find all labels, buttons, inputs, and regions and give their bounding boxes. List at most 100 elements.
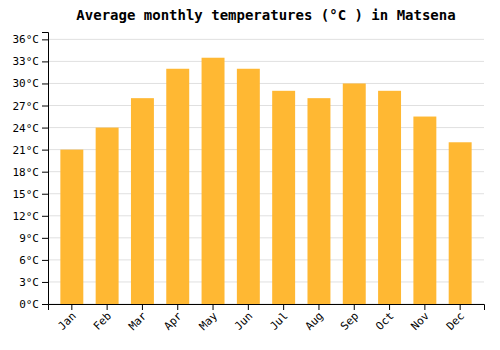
x-tick: Jul — [267, 304, 290, 333]
bar — [378, 91, 401, 304]
y-tick: 36°C — [13, 33, 49, 46]
y-tick-label: 15°C — [13, 188, 40, 201]
x-tick-mark — [283, 304, 284, 310]
x-tick: Jun — [232, 304, 255, 333]
y-tick-mark — [42, 61, 48, 62]
y-tick-label: 12°C — [13, 210, 40, 223]
plot: Jan Feb Mar Apr May Jun Jul Aug Sep Oct Nov Dec 0°C 3… — [13, 33, 485, 333]
x-tick: Nov — [409, 304, 433, 333]
x-tick-mark — [142, 304, 143, 310]
x-tick-mark — [177, 304, 178, 310]
x-tick: Feb — [91, 304, 114, 333]
bar — [413, 117, 436, 304]
grid-line — [48, 105, 484, 106]
grid-line — [48, 83, 484, 84]
x-tick: Apr — [161, 304, 185, 333]
x-tick-label: Jul — [267, 310, 290, 333]
y-tick: 33°C — [13, 55, 49, 68]
y-tick-mark — [42, 194, 48, 195]
y-axis-line — [42, 33, 49, 305]
y-tick-mark — [42, 304, 48, 305]
y-tick-mark — [42, 106, 48, 107]
y-axis: 0°C 3°C 6°C 9°C 12°C 15°C 18°C 21°C 24°C 27°C 30°C… — [13, 33, 49, 312]
y-tick: 6°C — [19, 254, 48, 267]
title: Average monthly temperatures (°C ) in Ma… — [76, 7, 455, 23]
x-tick-mark — [424, 304, 425, 310]
y-tick-label: 33°C — [13, 55, 40, 68]
bars — [60, 58, 471, 304]
x-tick-label: May — [197, 309, 221, 333]
x-tick-mark — [318, 304, 319, 310]
x-tick: Dec — [444, 304, 467, 333]
y-tick: 9°C — [19, 232, 48, 245]
bar — [166, 69, 189, 304]
y-tick-mark — [42, 238, 48, 239]
x-tick-label: Mar — [126, 309, 150, 333]
x-tick-label: Feb — [91, 310, 114, 333]
y-tick: 0°C — [19, 298, 48, 311]
x-tick-mark — [389, 304, 390, 310]
y-tick-mark — [42, 39, 48, 40]
x-tick-label: Nov — [409, 309, 433, 333]
bar — [96, 128, 119, 304]
x-tick: Aug — [303, 304, 326, 333]
y-tick: 18°C — [13, 166, 49, 179]
x-tick-mark — [460, 304, 461, 310]
y-tick-mark — [42, 128, 48, 129]
x-tick: Mar — [126, 304, 150, 333]
bar — [343, 83, 366, 304]
y-tick: 27°C — [13, 100, 49, 113]
y-tick-label: 21°C — [13, 144, 40, 157]
x-tick: Jan — [56, 304, 79, 333]
x-tick-label: Aug — [303, 310, 326, 333]
y-tick-mark — [42, 150, 48, 151]
x-tick-mark — [107, 304, 108, 310]
y-tick-label: 18°C — [13, 166, 40, 179]
bar — [307, 98, 330, 304]
x-tick: Sep — [338, 304, 361, 333]
x-tick-mark — [213, 304, 214, 310]
y-tick: 12°C — [13, 210, 49, 223]
chart: Jan Feb Mar Apr May Jun Jul Aug Sep Oct Nov Dec 0°C 3… — [0, 0, 500, 350]
x-tick-label: Dec — [444, 310, 467, 333]
y-tick-mark — [42, 260, 48, 261]
y-tick-label: 6°C — [19, 254, 39, 267]
bar — [131, 98, 154, 304]
x-tick: Oct — [373, 304, 396, 333]
y-tick-label: 0°C — [19, 298, 39, 311]
x-tick-mark — [71, 304, 72, 310]
x-tick: May — [197, 304, 221, 333]
x-tick-label: Jan — [56, 310, 79, 333]
y-tick-mark — [42, 172, 48, 173]
x-axis: Jan Feb Mar Apr May Jun Jul Aug Sep Oct Nov Dec — [49, 304, 485, 333]
grid — [48, 39, 484, 304]
grid-line — [48, 39, 484, 40]
bar — [449, 142, 472, 304]
y-tick-label: 30°C — [13, 77, 40, 90]
y-tick-label: 27°C — [13, 100, 40, 113]
x-tick-label: Oct — [373, 310, 396, 333]
y-tick-label: 36°C — [13, 33, 40, 46]
y-tick: 24°C — [13, 122, 49, 135]
y-tick: 15°C — [13, 188, 49, 201]
bar — [202, 58, 225, 304]
y-tick-label: 3°C — [19, 276, 39, 289]
bar — [272, 91, 295, 304]
y-tick: 21°C — [13, 144, 49, 157]
grid-line — [48, 61, 484, 62]
y-tick-mark — [42, 216, 48, 217]
x-axis-line — [49, 305, 485, 311]
x-tick-label: Sep — [338, 310, 361, 333]
x-tick-label: Apr — [161, 309, 185, 333]
x-tick-label: Jun — [232, 310, 255, 333]
y-tick: 3°C — [19, 276, 48, 289]
y-tick: 30°C — [13, 77, 49, 90]
y-tick-mark — [42, 83, 48, 84]
bar — [237, 69, 260, 304]
bar — [60, 150, 83, 304]
x-tick-mark — [354, 304, 355, 310]
y-tick-label: 24°C — [13, 122, 40, 135]
x-tick-mark — [248, 304, 249, 310]
y-tick-mark — [42, 282, 48, 283]
y-tick-label: 9°C — [19, 232, 39, 245]
